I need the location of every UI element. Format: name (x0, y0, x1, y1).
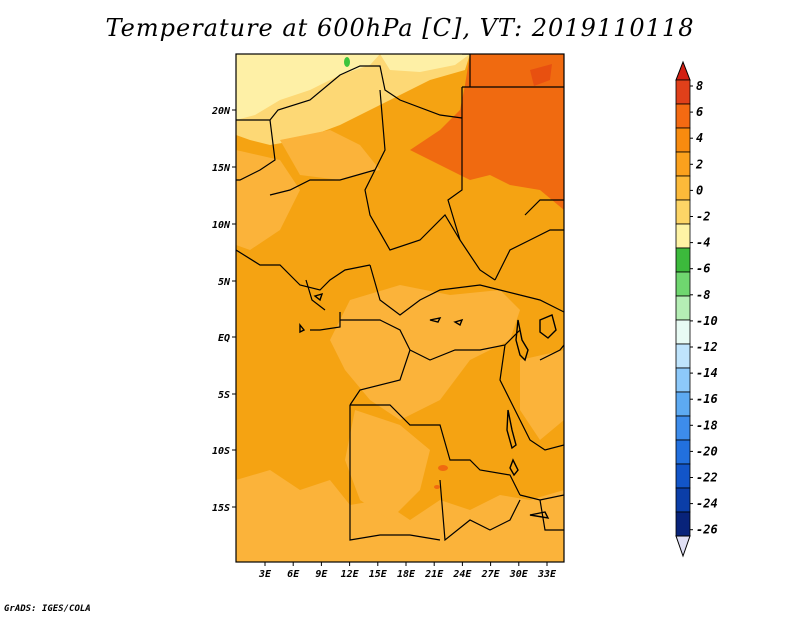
warm-spot-2 (434, 485, 440, 489)
colorbar-band (675, 127, 691, 153)
colorbar-band (675, 487, 691, 513)
field-paler-north (236, 54, 380, 120)
colorbar-band (675, 343, 691, 369)
lon-tick-label: 6E (287, 569, 300, 580)
colorbar-label: 0 (696, 183, 703, 197)
colorbar-band (675, 223, 691, 249)
colorbar-label: 8 (696, 79, 703, 93)
field-light-sw (236, 470, 564, 562)
colorbar-label: 6 (696, 105, 703, 119)
colorbar-label: -16 (696, 392, 718, 406)
colorbar-band (675, 319, 691, 345)
lat-tick-label: 15S (212, 503, 230, 514)
field-paler-north2 (380, 54, 470, 72)
lat-tick-label: 10S (212, 446, 230, 457)
colorbar: 8 6 4 2 0 -2 -4 -6 -8 -10 -12 -14 -16 -18 -20 -22 -24 -26 (675, 60, 718, 558)
field-light-sahel (280, 130, 380, 180)
lat-tick-label: 20N (211, 106, 231, 117)
colorbar-band (675, 439, 691, 465)
cold-spot (344, 57, 350, 67)
lat-tick-label: 15N (212, 163, 231, 174)
field-light-west (236, 150, 300, 250)
colorbar-label: -4 (696, 236, 710, 250)
lon-tick-label: 18E (397, 569, 416, 580)
temperature-field (236, 54, 564, 562)
colorbar-label: -6 (696, 262, 710, 276)
colorbar-under-arrow (675, 535, 691, 558)
lon-tick-label: 9E (315, 569, 328, 580)
colorbar-band (675, 199, 691, 225)
colorbar-label: 2 (695, 157, 703, 171)
colorbar-band (675, 247, 691, 273)
map-frame (235, 53, 565, 563)
field-light-center (330, 285, 520, 420)
lon-tick-label: 27E (481, 569, 501, 580)
colorbar-band (675, 295, 691, 321)
colorbar-band (675, 367, 691, 393)
country-borders (236, 54, 564, 542)
colorbar-label: -24 (696, 497, 718, 511)
colorbar-band (675, 79, 691, 105)
lon-tick-label: 3E (258, 569, 272, 580)
colorbar-band (675, 151, 691, 177)
colorbar-band (675, 511, 691, 537)
colorbar-label: -10 (696, 314, 718, 328)
field-warm-northeast (410, 54, 564, 210)
lon-tick-label: 21E (424, 569, 444, 580)
lat-axis: 20N 15N 10N 5N EQ 5S 10S 15S (211, 106, 236, 514)
footer-credit: GrADS: IGES/COLA (4, 604, 91, 614)
lon-tick-label: 24E (452, 569, 472, 580)
colorbar-band (675, 271, 691, 297)
colorbar-label: -20 (696, 444, 718, 458)
lat-tick-label: EQ (218, 333, 230, 344)
lat-tick-label: 5N (218, 277, 231, 288)
colorbar-label: -18 (696, 418, 718, 432)
field-light-angola (345, 410, 430, 520)
lakes (299, 292, 557, 519)
lon-axis: 3E 6E 9E 12E 15E 18E 21E 24E 27E 30E 33E (258, 562, 557, 580)
lon-tick-label: 33E (537, 569, 557, 580)
colorbar-band (675, 463, 691, 489)
lon-tick-label: 30E (509, 569, 529, 580)
colorbar-label: -14 (696, 366, 718, 380)
colorbar-over-arrow (675, 60, 691, 81)
lat-tick-label: 5S (218, 390, 230, 401)
colorbar-band (675, 103, 691, 129)
colorbar-label: -12 (696, 340, 718, 354)
lon-tick-label: 15E (369, 569, 388, 580)
colorbar-label: -8 (696, 288, 710, 302)
colorbar-label: -26 (696, 523, 718, 537)
colorbar-band (675, 175, 691, 201)
lon-tick-label: 12E (341, 569, 360, 580)
field-light-east (520, 350, 564, 440)
colorbar-label: 4 (696, 131, 703, 145)
colorbar-label: -22 (696, 471, 718, 485)
chart-title: Temperature at 600hPa [C], VT: 201911011… (105, 14, 695, 42)
colorbar-band (675, 415, 691, 441)
colorbar-label: -2 (696, 210, 710, 224)
warm-spot-1 (438, 465, 448, 471)
field-warmer-patch (530, 64, 552, 86)
colorbar-band (675, 391, 691, 417)
lat-tick-label: 10N (212, 220, 231, 231)
